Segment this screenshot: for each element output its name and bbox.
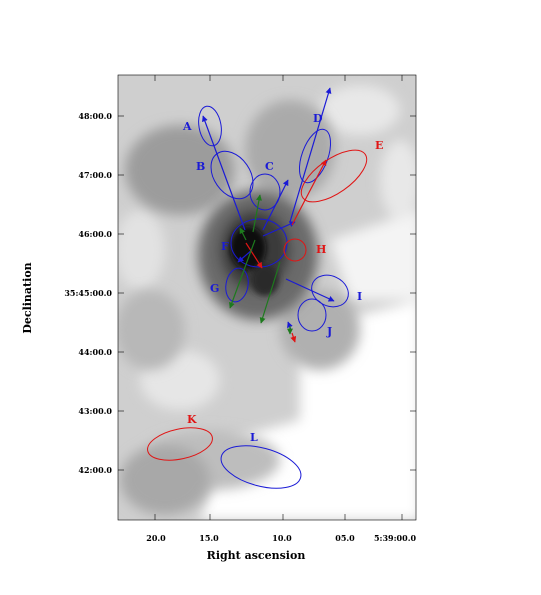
y-tick-label: 44:00.0 xyxy=(78,347,112,357)
green-arrow xyxy=(259,261,281,324)
x-tick-label: 5:39:00.0 xyxy=(374,533,417,543)
x-tick-label: 15.0 xyxy=(199,533,219,543)
source-label-d: D xyxy=(313,112,323,125)
x-tick-label: 10.0 xyxy=(272,533,292,543)
y-axis-title: Declination xyxy=(21,262,34,333)
outflow-arrows xyxy=(202,87,335,343)
source-label-h: H xyxy=(316,243,326,256)
source-ellipse-l xyxy=(220,445,302,489)
plot-frame xyxy=(117,74,417,521)
red-arrow xyxy=(291,159,327,226)
y-tick-label: 43:00.0 xyxy=(78,406,112,416)
source-ellipses xyxy=(147,105,368,489)
source-label-g: G xyxy=(210,282,219,295)
source-ellipse-k xyxy=(147,427,213,461)
y-tick-label: 48:00.0 xyxy=(78,111,112,121)
blue-arrow xyxy=(262,179,289,231)
source-label-k: K xyxy=(187,413,197,426)
x-axis-title: Right ascension xyxy=(207,549,306,562)
blue-arrow xyxy=(289,87,332,223)
source-ellipse-h xyxy=(283,238,307,262)
source-labels: A B C D E F G H I J K L xyxy=(182,112,383,444)
source-label-c: C xyxy=(265,160,274,173)
source-label-i: I xyxy=(357,290,362,303)
blue-arrow xyxy=(262,221,296,237)
source-label-f: F xyxy=(221,240,229,253)
source-ellipse-j xyxy=(297,298,327,332)
tick-marks xyxy=(118,75,416,520)
source-label-j: J xyxy=(326,325,332,338)
source-label-l: L xyxy=(250,431,258,444)
y-tick-label: 42:00.0 xyxy=(78,465,112,475)
green-arrow xyxy=(252,194,262,233)
y-tick-label: 35:45:00.0 xyxy=(64,288,112,298)
source-label-e: E xyxy=(375,139,383,152)
source-label-a: A xyxy=(182,120,192,133)
y-tick-label: 47:00.0 xyxy=(78,170,112,180)
x-tick-labels: 20.0 15.0 10.0 05.0 5:39:00.0 xyxy=(146,533,416,543)
source-label-b: B xyxy=(196,160,205,173)
x-tick-label: 05.0 xyxy=(335,533,355,543)
x-tick-label: 20.0 xyxy=(146,533,166,543)
green-arrow xyxy=(229,239,256,309)
blue-arrow xyxy=(237,249,253,263)
green-arrow xyxy=(239,227,247,241)
y-tick-labels: 48:00.0 47:00.0 46:00.0 35:45:00.0 44:00… xyxy=(64,111,112,475)
blue-arrow xyxy=(285,278,335,302)
greyscale-emission-map xyxy=(118,75,416,520)
source-ellipse-c xyxy=(249,173,281,211)
source-ellipse-g xyxy=(225,267,249,303)
blue-arrow xyxy=(202,115,246,231)
red-arrow xyxy=(245,242,263,269)
source-ellipse-i xyxy=(311,274,349,308)
y-tick-label: 46:00.0 xyxy=(78,229,112,239)
